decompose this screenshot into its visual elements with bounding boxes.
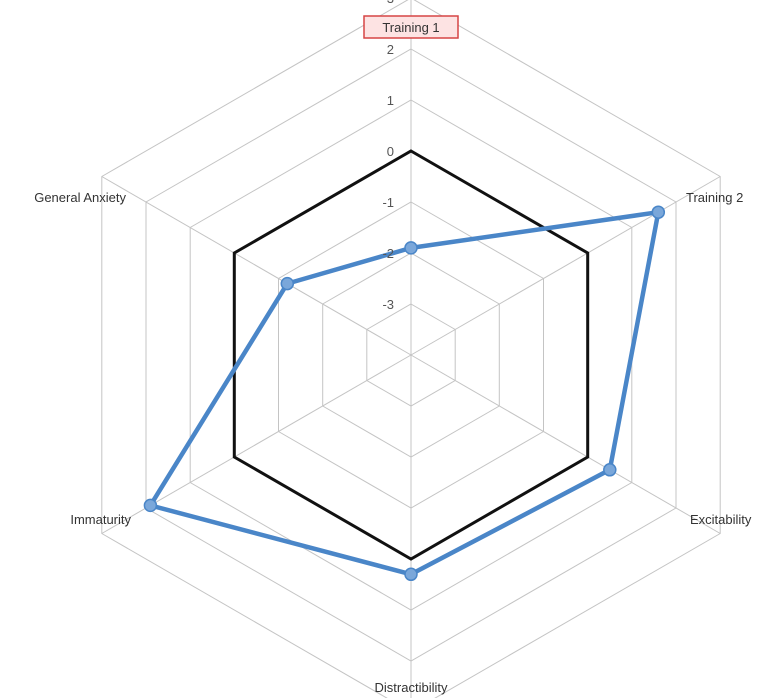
tick-label: 2 (387, 42, 394, 57)
axis-labels: Training 1 Training 2 Excitability Distract… (34, 15, 752, 695)
axis-label: Excitability (690, 512, 752, 527)
zero-reference (232, 149, 590, 561)
highlight-box (363, 15, 459, 39)
data-point (143, 498, 158, 513)
data-point (404, 567, 418, 582)
tick-labels: 3 2 1 0 -1 -2 -3 (382, 0, 394, 312)
tick-label: 1 (387, 93, 394, 108)
series-line (148, 209, 661, 577)
axis-label: Immaturity (70, 512, 131, 527)
data-point (404, 241, 418, 255)
axis-label: Training 2 (686, 190, 743, 205)
axis-label: Distractibility (375, 680, 448, 695)
data-point (280, 276, 295, 291)
reference-ring (232, 149, 590, 561)
tick-label: 0 (387, 144, 394, 159)
axis-spoke (101, 176, 412, 356)
data-point (651, 205, 666, 219)
tick-label: -3 (382, 297, 394, 312)
tick-label: -2 (382, 246, 394, 261)
axis-label: General Anxiety (34, 190, 126, 205)
axis-spoke (410, 176, 721, 356)
tick-label: -1 (382, 195, 394, 210)
tick-label: 3 (387, 0, 394, 6)
axis-spoke (410, 354, 721, 534)
radar-spokes (101, 0, 721, 698)
data-point (603, 463, 617, 477)
series-layer (143, 205, 666, 582)
axis-label: Training 1 (382, 20, 439, 35)
